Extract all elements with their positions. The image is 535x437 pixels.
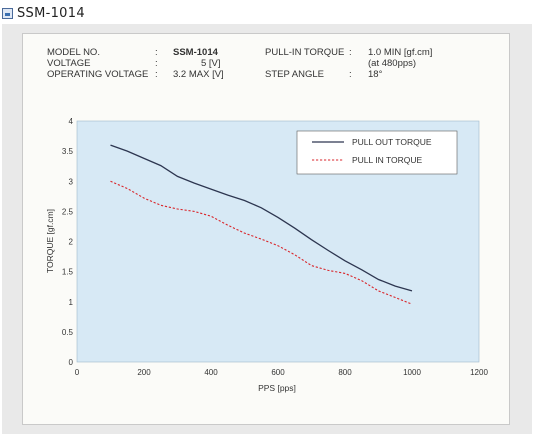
operating-voltage-label: OPERATING VOLTAGE (47, 69, 149, 80)
x-tick-label: 400 (204, 368, 218, 377)
voltage-sep: : (155, 58, 158, 69)
y-tick-label: 2 (69, 238, 74, 247)
y-tick-label: 1 (69, 298, 74, 307)
pull-in-torque-condition: (at 480pps) (368, 58, 417, 69)
x-tick-label: 800 (338, 368, 352, 377)
legend-label-pull-in-torque: PULL IN TORQUE (352, 155, 423, 165)
x-tick-label: 1200 (470, 368, 488, 377)
y-tick-label: 0.5 (62, 328, 74, 337)
legend: PULL OUT TORQUE PULL IN TORQUE (296, 130, 458, 175)
operating-voltage-value: 3.2 MAX [V] (173, 69, 224, 80)
model-sep: : (155, 47, 158, 58)
page-heading: SSM-1014 (2, 3, 85, 23)
voltage-label: VOLTAGE (47, 58, 91, 69)
step-angle-sep: : (349, 69, 352, 80)
x-tick-label: 200 (137, 368, 151, 377)
operating-voltage-sep: : (155, 69, 158, 80)
x-axis-ticks: 0 200 400 600 800 1000 1200 (75, 368, 489, 377)
voltage-value: 5 [V] (201, 58, 221, 69)
legend-label-pull-out-torque: PULL OUT TORQUE (352, 137, 432, 147)
y-axis-label: TORQUE [gf.cm] (45, 209, 55, 273)
y-tick-label: 4 (69, 117, 74, 126)
y-tick-label: 2.5 (62, 207, 74, 216)
pull-in-torque-value: 1.0 MIN [gf.cm] (368, 47, 433, 58)
page-title: SSM-1014 (17, 5, 85, 21)
model-value: SSM-1014 (173, 47, 218, 58)
y-axis-ticks: 0 0.5 1 1.5 2 2.5 3 3.5 4 (62, 117, 74, 367)
y-tick-label: 3.5 (62, 147, 74, 156)
step-angle-value: 18° (368, 69, 383, 80)
pull-in-torque-label: PULL-IN TORQUE (265, 47, 345, 58)
y-tick-label: 0 (69, 358, 74, 367)
x-axis-label: PPS [pps] (258, 383, 296, 393)
model-label: MODEL NO. (47, 47, 100, 58)
y-tick-label: 3 (69, 177, 74, 186)
pull-in-torque-sep: : (349, 47, 352, 58)
x-tick-label: 0 (75, 368, 80, 377)
bullet-icon (2, 7, 13, 19)
series-line-pull-in-torque (110, 180, 413, 305)
y-tick-label: 1.5 (62, 268, 74, 277)
step-angle-label: STEP ANGLE (265, 69, 324, 80)
legend-box (296, 130, 458, 175)
x-tick-label: 1000 (403, 368, 421, 377)
series-line-pull-out-torque (110, 144, 413, 292)
x-tick-label: 600 (271, 368, 285, 377)
